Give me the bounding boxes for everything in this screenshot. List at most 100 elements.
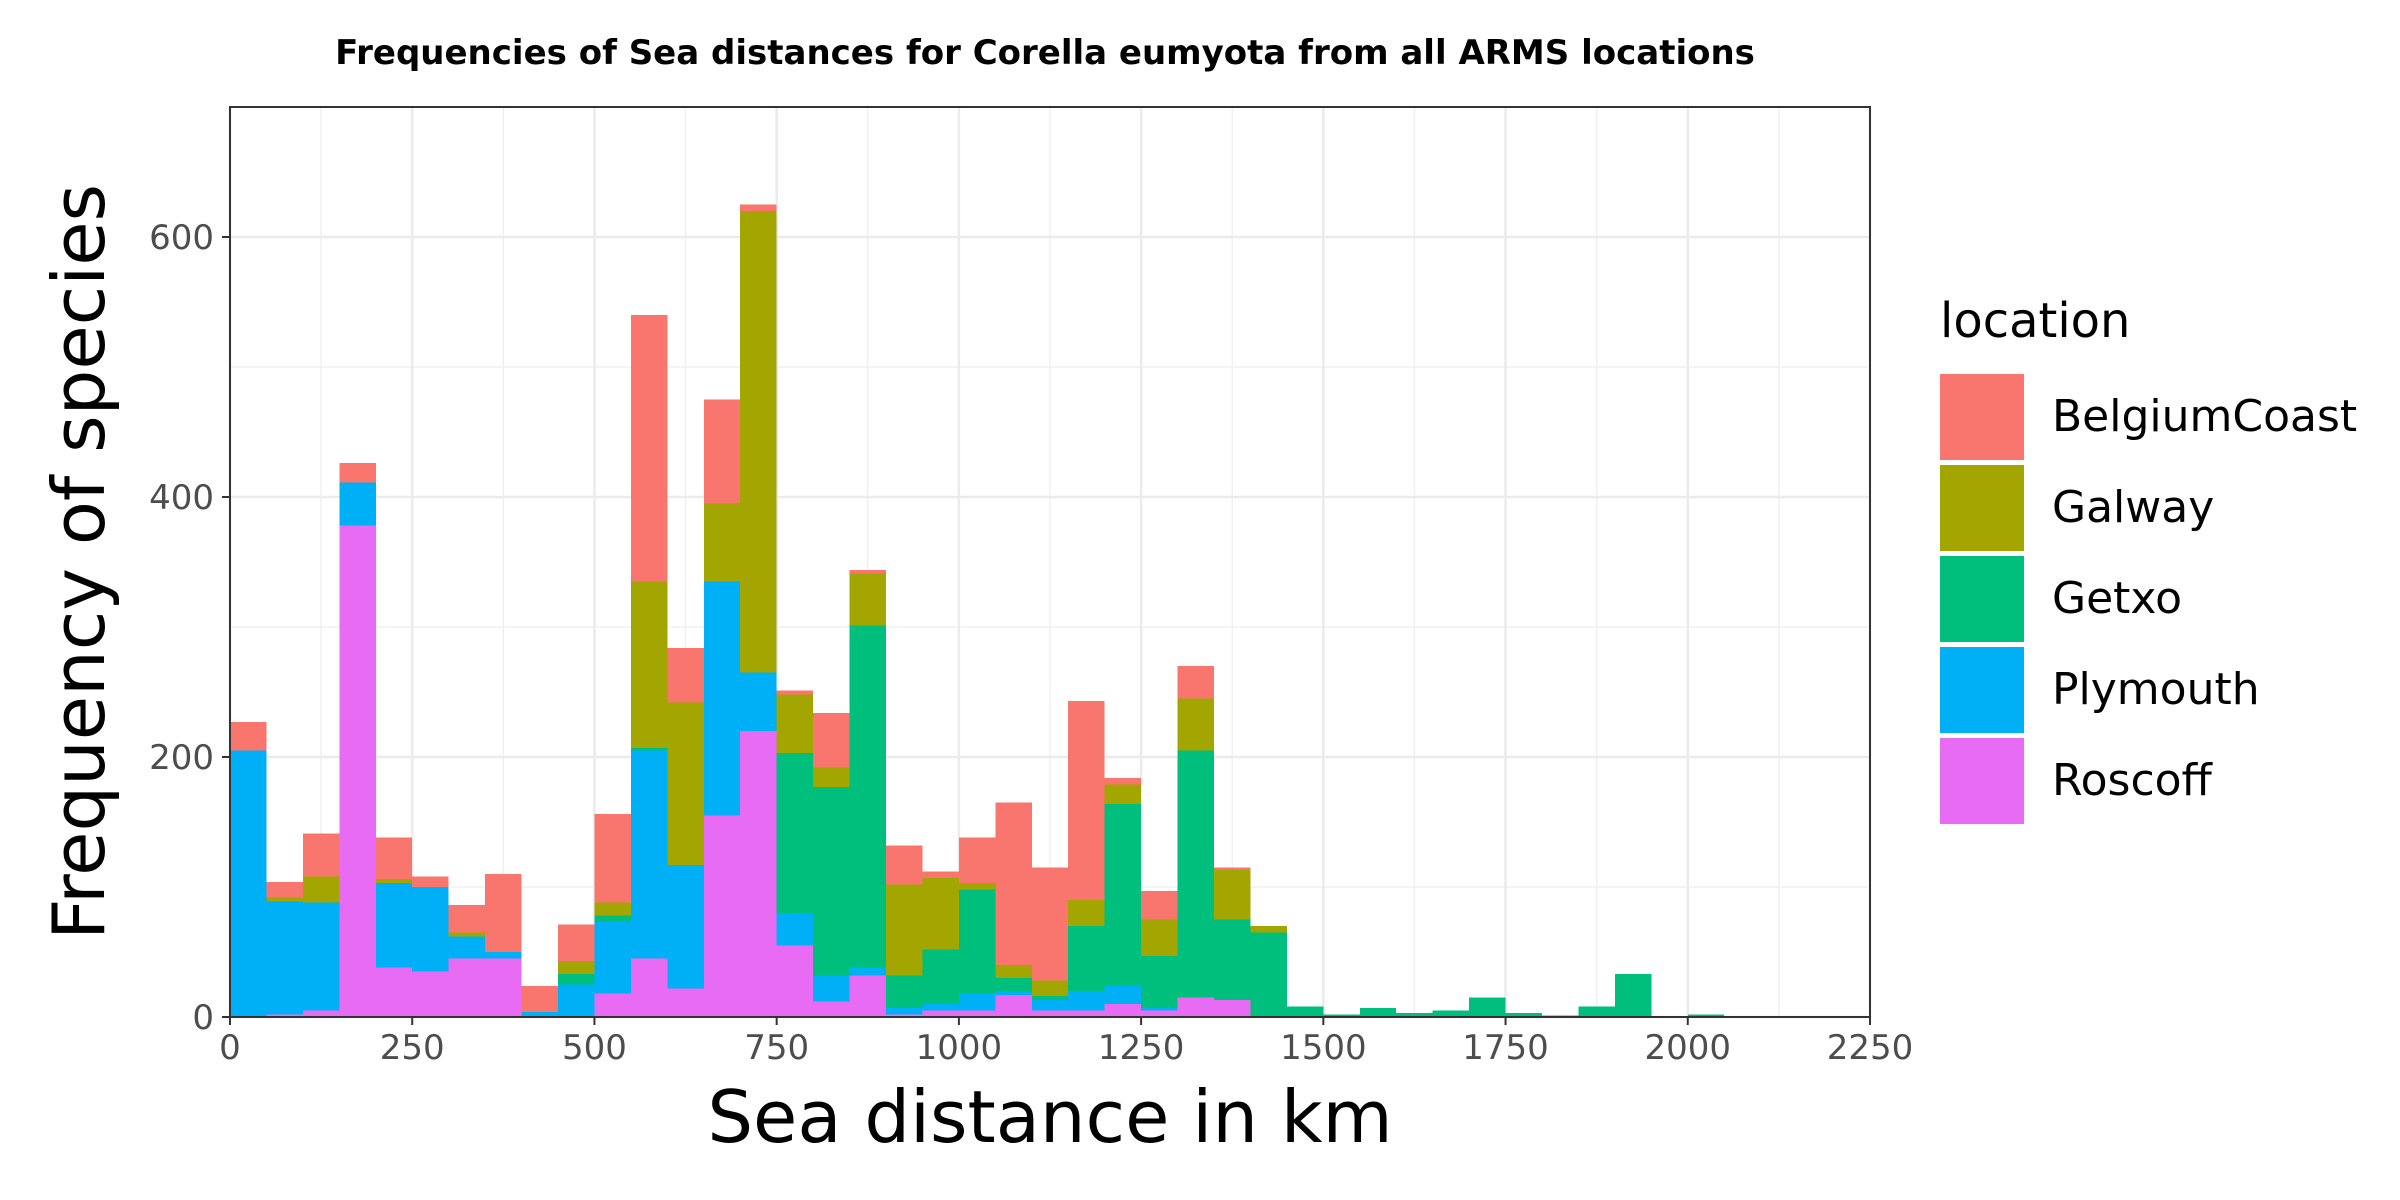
bar-getxo-1550 bbox=[1359, 1007, 1397, 1017]
bar-galway-850 bbox=[849, 573, 886, 626]
bar-roscoff-150 bbox=[339, 525, 376, 1017]
bar-roscoff-550 bbox=[630, 958, 668, 1017]
bar-galway-700 bbox=[740, 211, 777, 673]
bar-belgiumcoast-1250 bbox=[1141, 890, 1178, 920]
bar-roscoff-500 bbox=[594, 993, 631, 1017]
bar-getxo-1250 bbox=[1141, 955, 1178, 1008]
bar-roscoff-1000 bbox=[958, 1010, 996, 1017]
bar-galway-650 bbox=[703, 503, 741, 582]
bar-plymouth-400 bbox=[521, 1011, 558, 1017]
y-tick-label: 200 bbox=[149, 738, 214, 778]
bar-belgiumcoast-950 bbox=[922, 871, 959, 878]
bar-belgiumcoast-50 bbox=[266, 881, 303, 898]
legend-label-belgiumcoast: BelgiumCoast bbox=[2052, 391, 2357, 442]
bar-getxo-1600 bbox=[1396, 1013, 1433, 1017]
bar-plymouth-1050 bbox=[995, 991, 1032, 995]
bar-getxo-500 bbox=[594, 915, 631, 923]
bar-belgiumcoast-1300 bbox=[1177, 666, 1214, 699]
bar-roscoff-800 bbox=[813, 1001, 850, 1017]
bar-galway-300 bbox=[448, 932, 486, 937]
bar-galway-950 bbox=[922, 877, 959, 950]
bar-belgiumcoast-1200 bbox=[1104, 777, 1142, 785]
bar-roscoff-650 bbox=[703, 815, 741, 1017]
bar-getxo-1900 bbox=[1614, 974, 1652, 1017]
bar-belgiumcoast-600 bbox=[667, 647, 704, 703]
bar-getxo-900 bbox=[886, 975, 923, 1008]
y-tick-label: 0 bbox=[192, 998, 214, 1038]
bar-roscoff-700 bbox=[740, 731, 777, 1017]
bar-galway-50 bbox=[266, 897, 303, 902]
bar-belgiumcoast-150 bbox=[339, 463, 376, 483]
bar-belgiumcoast-1350 bbox=[1214, 867, 1251, 871]
x-tick-label: 2000 bbox=[1645, 1028, 1732, 1068]
bar-getxo-1650 bbox=[1432, 1010, 1470, 1017]
bar-galway-1200 bbox=[1104, 784, 1142, 804]
x-tick-label: 750 bbox=[744, 1028, 809, 1068]
bar-plymouth-0 bbox=[230, 750, 267, 1017]
bar-plymouth-50 bbox=[266, 901, 303, 1015]
bar-belgiumcoast-1000 bbox=[958, 837, 996, 884]
bar-belgiumcoast-700 bbox=[740, 204, 777, 211]
bar-roscoff-900 bbox=[886, 1014, 923, 1017]
bar-plymouth-300 bbox=[448, 936, 486, 959]
bar-getxo-1100 bbox=[1031, 996, 1069, 1001]
y-tick-label: 600 bbox=[149, 218, 214, 258]
bar-getxo-950 bbox=[922, 949, 959, 1004]
bar-getxo-1000 bbox=[958, 889, 996, 994]
bar-galway-550 bbox=[630, 581, 668, 748]
x-tick-label: 2250 bbox=[1827, 1028, 1914, 1068]
histogram-bars bbox=[230, 204, 1725, 1017]
bar-roscoff-100 bbox=[302, 1010, 340, 1017]
bar-roscoff-1250 bbox=[1141, 1010, 1178, 1017]
bar-plymouth-1100 bbox=[1031, 1000, 1069, 1011]
bar-plymouth-650 bbox=[703, 581, 741, 816]
bar-plymouth-1150 bbox=[1068, 991, 1105, 1011]
bar-galway-1000 bbox=[958, 883, 996, 890]
bar-getxo-800 bbox=[813, 786, 850, 976]
bar-roscoff-600 bbox=[667, 988, 704, 1017]
bar-getxo-750 bbox=[776, 753, 814, 913]
x-tick-label: 1750 bbox=[1462, 1028, 1549, 1068]
bar-plymouth-700 bbox=[740, 672, 777, 731]
bar-galway-1250 bbox=[1141, 919, 1178, 956]
bar-galway-750 bbox=[776, 694, 814, 754]
bar-belgiumcoast-1050 bbox=[995, 802, 1032, 965]
bar-plymouth-750 bbox=[776, 913, 814, 946]
bar-belgiumcoast-1100 bbox=[1031, 867, 1069, 981]
bar-getxo-1850 bbox=[1578, 1006, 1615, 1017]
bar-belgiumcoast-550 bbox=[630, 315, 668, 582]
x-tick-label: 1500 bbox=[1280, 1028, 1367, 1068]
bar-getxo-1500 bbox=[1323, 1014, 1360, 1017]
bar-belgiumcoast-900 bbox=[886, 845, 923, 885]
x-tick-label: 1000 bbox=[916, 1028, 1003, 1068]
bar-roscoff-250 bbox=[412, 971, 449, 1017]
bar-plymouth-800 bbox=[813, 975, 850, 1002]
bar-roscoff-1350 bbox=[1214, 1000, 1251, 1017]
bar-plymouth-850 bbox=[849, 967, 886, 976]
bar-belgiumcoast-300 bbox=[448, 905, 486, 933]
y-tick-label: 400 bbox=[149, 478, 214, 518]
bar-getxo-1450 bbox=[1286, 1006, 1324, 1017]
bar-plymouth-150 bbox=[339, 482, 376, 526]
bar-plymouth-450 bbox=[558, 984, 595, 1017]
plot-border bbox=[229, 106, 1871, 1018]
bar-roscoff-1100 bbox=[1031, 1010, 1069, 1017]
x-axis-label: Sea distance in km bbox=[707, 1075, 1392, 1159]
bar-galway-800 bbox=[813, 767, 850, 787]
bar-roscoff-200 bbox=[375, 967, 413, 1017]
bar-plymouth-250 bbox=[412, 887, 449, 972]
bar-belgiumcoast-400 bbox=[521, 985, 558, 1012]
bar-plymouth-1200 bbox=[1104, 985, 1142, 1004]
axes: 0 250 500 750 1000 1250 1500 1750 2000 2250 0 200 40… bbox=[149, 218, 1913, 1068]
legend-label-getxo: Getxo bbox=[2052, 573, 2182, 624]
bar-belgiumcoast-350 bbox=[485, 874, 522, 952]
bar-belgiumcoast-750 bbox=[776, 690, 814, 695]
bar-plymouth-950 bbox=[922, 1004, 959, 1011]
bar-plymouth-900 bbox=[886, 1007, 923, 1015]
bar-getxo-850 bbox=[849, 625, 886, 968]
bar-getxo-550 bbox=[630, 747, 668, 751]
bar-belgiumcoast-0 bbox=[230, 721, 267, 751]
bar-roscoff-850 bbox=[849, 975, 886, 1017]
bar-roscoff-750 bbox=[776, 945, 814, 1017]
